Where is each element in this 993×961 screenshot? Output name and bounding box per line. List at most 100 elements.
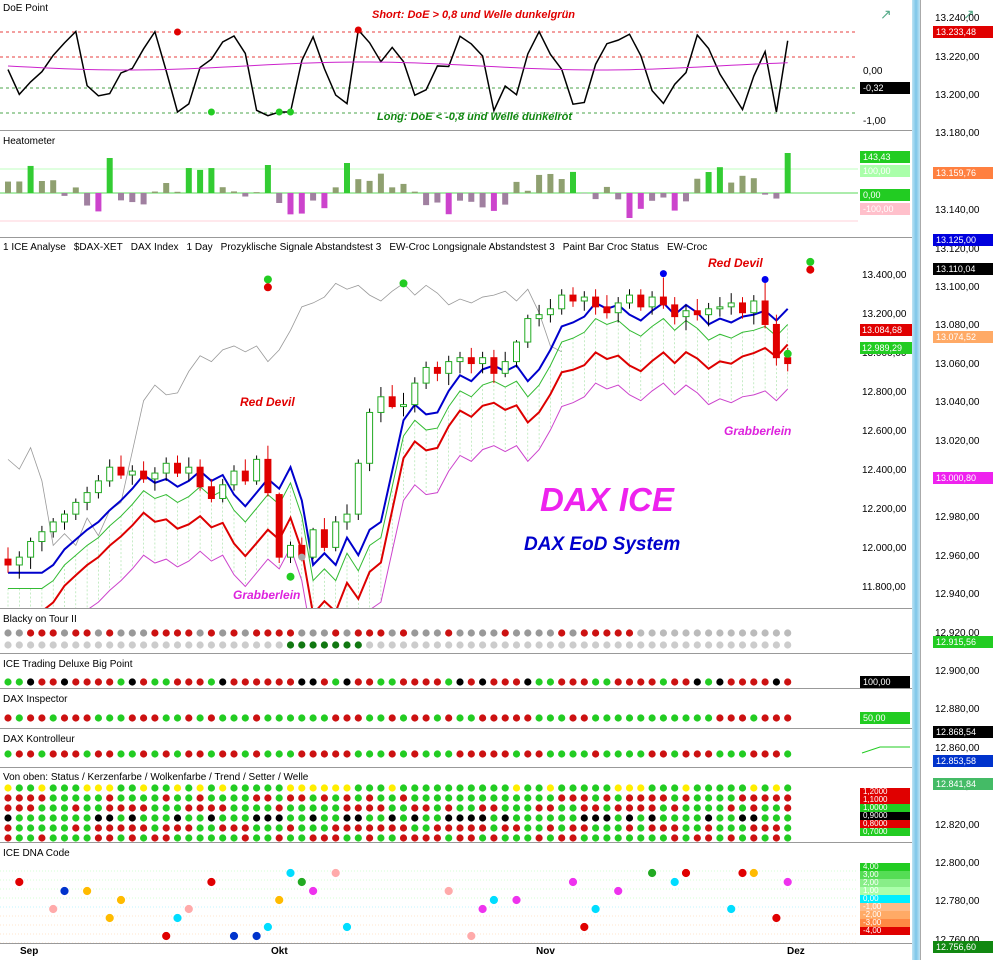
indicator-dot [129, 784, 136, 791]
indicator-dot [660, 824, 667, 831]
indicator-dot [197, 834, 204, 841]
heat-bar [412, 192, 418, 193]
toolbar-item[interactable]: DAX Index [131, 242, 179, 253]
right-axis-label: 12.820,00 [935, 820, 980, 831]
right-axis-label: 13.200,00 [935, 90, 980, 101]
indicator-dot [343, 784, 350, 791]
indicator-dot [377, 814, 384, 821]
main-axis-label: 12.400,00 [862, 465, 907, 476]
toolbar-item[interactable]: Prozyklische Signale Abstandstest 3 [221, 242, 382, 253]
indicator-dot [524, 678, 531, 685]
dna-dot [580, 923, 589, 932]
indicator-dot [649, 804, 656, 811]
indicator-dot [332, 678, 339, 685]
indicator-dot [682, 794, 689, 801]
indicator-dot [174, 834, 181, 841]
indicator-dot [377, 804, 384, 811]
indicator-dot [682, 804, 689, 811]
indicator-dot [750, 834, 757, 841]
indicator-dot [739, 714, 746, 721]
link-icon[interactable]: ↗ [880, 6, 892, 23]
indicator-dot [84, 641, 91, 648]
indicator-dot [16, 629, 23, 636]
dna-dot [648, 869, 657, 878]
indicator-dot [219, 641, 226, 648]
indicator-dot [694, 824, 701, 831]
indicator-dot [728, 824, 735, 831]
indicator-dot [389, 629, 396, 636]
dna-svg [0, 843, 860, 943]
right-price-tag: 12.868,54 [933, 726, 993, 738]
signal-dot [660, 270, 667, 277]
indicator-dot [264, 824, 271, 831]
indicator-dot [603, 804, 610, 811]
indicator-dot [276, 629, 283, 636]
heat-bar [288, 193, 294, 214]
indicator-dot [581, 750, 588, 757]
indicator-dot [558, 794, 565, 801]
scrollbar-separator[interactable] [912, 0, 920, 960]
heat-bar [5, 182, 11, 193]
indicator-dot [716, 794, 723, 801]
heat-bar [740, 176, 746, 193]
indicator-dot [321, 804, 328, 811]
indicator-dot [50, 629, 57, 636]
indicator-dot [728, 784, 735, 791]
indicator-dot [242, 804, 249, 811]
indicator-dot [728, 834, 735, 841]
indicator-dot [95, 784, 102, 791]
toolbar-item[interactable]: $DAX-XET [74, 242, 123, 253]
indicator-dot [84, 794, 91, 801]
indicator-dot [4, 629, 11, 636]
indicator-dot [694, 794, 701, 801]
indicator-dot [468, 814, 475, 821]
doe-signal-dot [276, 109, 283, 116]
toolbar-item[interactable]: 1 ICE Analyse [3, 242, 66, 253]
indicator-dot [253, 784, 260, 791]
toolbar-item[interactable]: EW-Croc [667, 242, 707, 253]
indicator-dot [524, 834, 531, 841]
candle-body [152, 473, 158, 479]
indicator-dot [61, 678, 68, 685]
indicator-dot [163, 641, 170, 648]
indicator-dot [230, 804, 237, 811]
indicator-dot [72, 629, 79, 636]
indicator-dot [389, 824, 396, 831]
heat-bar [559, 179, 565, 193]
indicator-dot [197, 824, 204, 831]
indicator-dot [151, 794, 158, 801]
indicator-dot [671, 824, 678, 831]
toolbar-item[interactable]: 1 Day [187, 242, 213, 253]
indicator-dot [513, 834, 520, 841]
indicator-dot [513, 824, 520, 831]
indicator-dot [310, 804, 317, 811]
indicator-dot [400, 834, 407, 841]
indicator-dot [197, 641, 204, 648]
candle-body [649, 297, 655, 307]
dna-dot [749, 869, 758, 878]
indicator-dot [332, 814, 339, 821]
dna-dot [263, 923, 272, 932]
toolbar-item[interactable]: Paint Bar Croc Status [563, 242, 659, 253]
heat-bar [683, 193, 689, 201]
indicator-dot [649, 714, 656, 721]
x-axis-label: Nov [536, 946, 555, 957]
indicator-dot [377, 641, 384, 648]
indicator-dot [434, 804, 441, 811]
indicator-dot [637, 750, 644, 757]
heat-bar [457, 193, 463, 201]
indicator-dot [649, 824, 656, 831]
indicator-dot [117, 750, 124, 757]
dna-dot [297, 878, 306, 887]
heat-bar [491, 193, 497, 211]
candle-body [16, 557, 22, 565]
toolbar-item[interactable]: EW-Croc Longsignale Abstandstest 3 [389, 242, 554, 253]
indicator-dot [411, 834, 418, 841]
heat-bar [514, 182, 520, 193]
indicator-dot [310, 629, 317, 636]
indicator-dot [287, 750, 294, 757]
indicator-dot [95, 794, 102, 801]
red-devil-label-1: Red Devil [240, 395, 295, 409]
